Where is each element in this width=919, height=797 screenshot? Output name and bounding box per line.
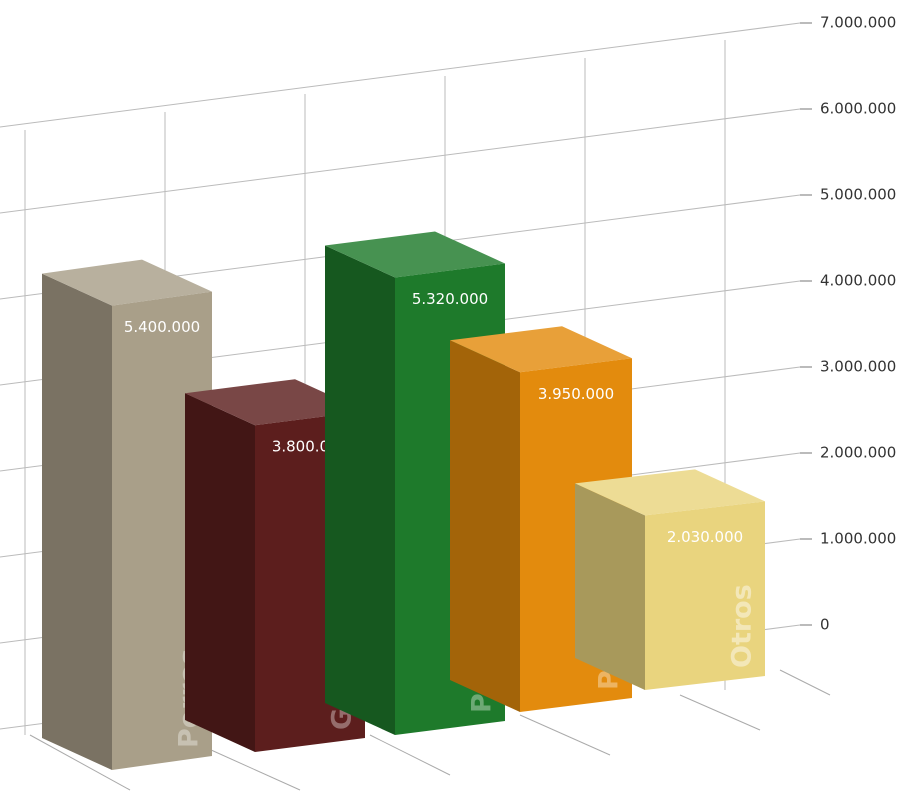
y-tick-label: 0 xyxy=(820,616,830,634)
y-tick-label: 7.000.000 xyxy=(820,14,896,32)
y-tick-label: 1.000.000 xyxy=(820,530,896,548)
grid-line xyxy=(0,108,801,214)
bar-top xyxy=(575,469,765,516)
bar-side xyxy=(325,245,395,736)
floor-lines xyxy=(29,669,831,791)
y-tick-label: 3.000.000 xyxy=(820,358,896,376)
bar-side xyxy=(450,340,520,712)
bar-top xyxy=(325,231,505,278)
y-tick-label: 6.000.000 xyxy=(820,100,896,118)
value-label: 5.400.000 xyxy=(124,318,200,336)
bar-side xyxy=(575,483,645,690)
y-tick-label: 4.000.000 xyxy=(820,272,896,290)
value-label: 2.030.000 xyxy=(667,528,743,546)
bar-top xyxy=(185,379,365,426)
bar-top xyxy=(42,259,212,306)
bar-side xyxy=(185,393,255,752)
bar xyxy=(645,501,765,690)
value-label: 3.950.000 xyxy=(538,385,614,403)
category-label: Otros xyxy=(727,584,758,668)
grid-line xyxy=(0,22,801,128)
bar-side xyxy=(42,273,112,770)
y-tick-label: 5.000.000 xyxy=(820,186,896,204)
bar-top xyxy=(450,326,632,373)
value-label: 5.320.000 xyxy=(412,290,488,308)
y-tick-label: 2.000.000 xyxy=(820,444,896,462)
